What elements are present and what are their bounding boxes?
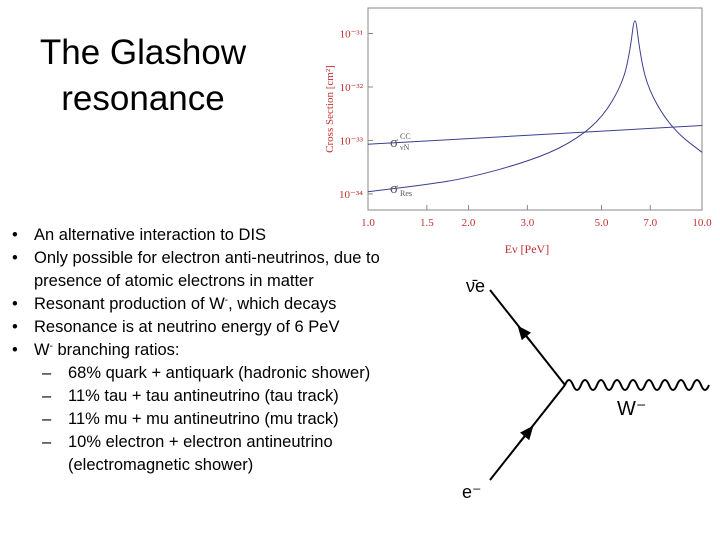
x-tick-label: 10.0 — [692, 217, 712, 229]
sub-bullet-item: –11% mu + mu antineutrino (mu track) — [12, 408, 442, 431]
series-label-cc-sup: CC — [400, 132, 411, 141]
series-label-res: σ Res — [390, 181, 412, 198]
slide-title-line1: The Glashow — [39, 33, 247, 72]
w-boson-wavy-line — [564, 379, 710, 391]
plot-frame — [367, 7, 703, 211]
series-line-charged-current — [367, 125, 703, 145]
bullet-item: • Resonant production of W-, which decays — [12, 293, 442, 316]
bullet-item: • An alternative interaction to DIS — [12, 224, 442, 247]
x-tick-label: 7.0 — [643, 217, 657, 229]
bullet-item: • W- branching ratios: — [12, 339, 442, 362]
sub-bullet-text: 11% tau + tau antineutrino (tau track) — [68, 387, 339, 405]
dash-icon: – — [42, 364, 52, 382]
bullet-item: • Resonance is at neutrino energy of 6 Pe… — [12, 316, 442, 339]
bullet-dot-icon: • — [12, 341, 18, 359]
slide-title-line2: resonance — [61, 79, 225, 118]
antineutrino-arrow-icon — [517, 325, 532, 343]
series-label-cc-main: σ — [390, 135, 398, 151]
bullet-text: An alternative interaction to DIS — [34, 226, 267, 244]
bullet-text: Resonance is at neutrino energy of 6 PeV — [34, 318, 340, 336]
sub-bullet-item: –10% electron + electron antineutrino (e… — [12, 431, 442, 477]
y-tick-label: 10⁻³¹ — [340, 29, 363, 41]
y-tick-label: 10⁻³² — [340, 82, 364, 94]
y-tick-label: 10⁻³⁴ — [339, 189, 363, 201]
bullet-text: Resonant production of W — [34, 295, 225, 313]
w-boson-label: W⁻ — [617, 398, 646, 420]
series-label-res-main: σ — [390, 181, 398, 197]
sub-bullet-text: 10% electron + electron antineutrino (el… — [68, 433, 333, 474]
bullet-dot-icon: • — [12, 318, 18, 336]
bullet-item: • Only possible for electron anti-neutrin… — [12, 247, 442, 293]
x-axis-label: Eν [PeV] — [505, 242, 549, 256]
series-label-res-sub: Res — [400, 189, 412, 198]
bullet-dot-icon: • — [12, 226, 18, 244]
electron-label: e⁻ — [462, 482, 482, 502]
bullet-superscript: - — [49, 341, 53, 352]
bullet-text: Only possible for electron anti-neutrino… — [34, 249, 380, 290]
bullet-dot-icon: • — [12, 295, 18, 313]
bullet-text-after: branching ratios: — [52, 341, 180, 359]
bullet-text: W — [34, 341, 50, 359]
bullet-superscript: - — [224, 295, 229, 306]
dash-icon: – — [42, 387, 52, 405]
series-line-resonance — [367, 20, 703, 193]
y-tick-label: 10⁻³³ — [340, 135, 364, 147]
x-tick-label: 3.0 — [520, 217, 534, 229]
dash-icon: – — [42, 410, 52, 428]
x-tick-label: 5.0 — [595, 217, 609, 229]
y-axis-label: Cross Section [cm²] — [324, 65, 336, 153]
series-group — [367, 20, 703, 193]
x-tick-label: 2.0 — [462, 217, 476, 229]
dash-icon: – — [42, 433, 52, 451]
series-label-cc-sub: νN — [400, 143, 410, 152]
electron-arrow-icon — [519, 425, 534, 443]
bullet-text-after: , which decays — [228, 295, 337, 313]
antineutrino-line — [489, 289, 566, 386]
slide-title: The Glashow resonance — [18, 30, 268, 122]
sub-bullet-item: –11% tau + tau antineutrino (tau track) — [12, 385, 442, 408]
series-label-cc: σ CC νN — [390, 132, 411, 152]
sub-bullet-text: 68% quark + antiquark (hadronic shower) — [68, 364, 371, 382]
sub-bullet-item: –68% quark + antiquark (hadronic shower) — [12, 362, 442, 385]
y-axis-ticks: 10⁻³¹ 10⁻³² 10⁻³³ 10⁻³⁴ — [339, 29, 373, 201]
electron-line — [489, 384, 566, 481]
sub-bullet-text: 11% mu + mu antineutrino (mu track) — [68, 410, 339, 428]
bullet-dot-icon: • — [12, 249, 18, 267]
bullet-list: • An alternative interaction to DIS • Only… — [12, 224, 442, 477]
antineutrino-label: ν̄e — [466, 276, 485, 296]
